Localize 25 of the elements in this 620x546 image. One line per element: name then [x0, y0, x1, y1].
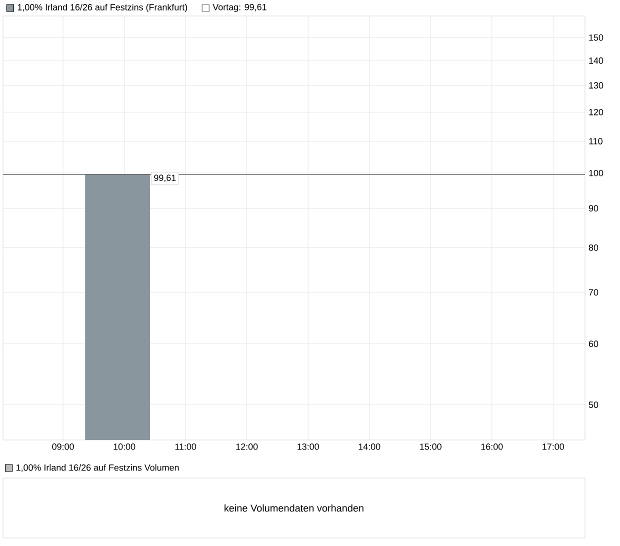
y-tick-label: 60 [588, 340, 598, 348]
y-tick-label: 120 [589, 108, 604, 116]
x-tick-label: 17:00 [542, 443, 564, 450]
y-tick-label: 140 [589, 57, 604, 64]
y-tick-label: 130 [589, 82, 604, 89]
y-tick-label: 110 [589, 138, 602, 144]
y-tick-label: 90 [588, 205, 598, 212]
x-tick-label: 14:00 [358, 443, 380, 450]
y-tick-label: 100 [589, 170, 604, 176]
x-tick-label: 11:00 [175, 443, 196, 450]
text: keine Volumendaten vorhanden [224, 504, 364, 512]
x-tick-label: 09:00 [52, 443, 74, 450]
y-tick-label: 80 [588, 244, 598, 251]
y-tick-label: 50 [588, 402, 598, 408]
x-tick-label: 13:00 [298, 443, 319, 450]
y-tick-label: 150 [589, 34, 604, 41]
x-tick-label: 16:00 [481, 443, 503, 450]
x-tick-label: 12:00 [236, 443, 258, 450]
x-tick-label: 15:00 [420, 443, 442, 450]
y-tick-label: 70 [588, 289, 598, 296]
text: 1,00% Irland 16/26 auf Festzins Volumen [16, 464, 179, 472]
legend-label: Vortag: 99,61 [212, 4, 266, 12]
annotation: 99,61 [154, 174, 176, 182]
x-tick-label: 10:00 [114, 443, 136, 450]
legend-label: 1,00% Irland 16/26 auf Festzins (Frankfurt) [18, 4, 188, 12]
